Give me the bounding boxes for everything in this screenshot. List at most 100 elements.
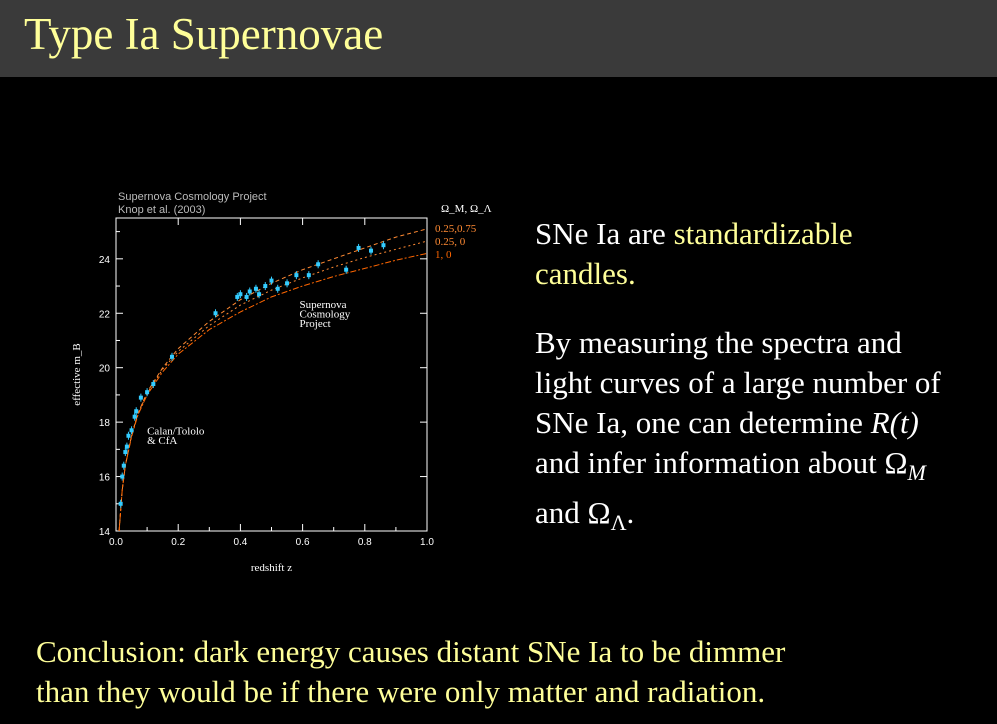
- model-curve-2: [118, 240, 428, 532]
- y-tick-label: 14: [99, 527, 111, 538]
- point-marker: [263, 284, 268, 289]
- point-marker: [356, 245, 361, 250]
- data-point: [257, 290, 262, 299]
- data-point: [263, 282, 268, 291]
- data-point: [123, 448, 128, 457]
- annotation-5: & CfA: [147, 435, 177, 447]
- data-point: [344, 265, 349, 274]
- point-marker: [129, 428, 134, 433]
- text1-plain: SNe Ia are: [535, 216, 674, 251]
- x-tick-label: 0.6: [296, 537, 310, 548]
- point-marker: [369, 248, 374, 253]
- data-point: [269, 276, 274, 285]
- annotation-4: Calan/Tololo: [147, 425, 205, 437]
- annotation-3: Project: [299, 318, 330, 330]
- x-tick-label: 0.0: [109, 537, 123, 548]
- point-marker: [269, 278, 274, 283]
- point-marker: [134, 409, 139, 414]
- x-tick-label: 0.8: [358, 537, 372, 548]
- text2-part4: .: [626, 495, 635, 531]
- data-point: [381, 241, 386, 250]
- x-tick-label: 1.0: [420, 537, 434, 548]
- chart-header-title: Supernova Cosmology Project: [118, 191, 267, 203]
- data-point: [316, 260, 321, 269]
- point-marker: [306, 273, 311, 278]
- text2-sub-m: M: [907, 460, 926, 486]
- point-marker: [344, 267, 349, 272]
- y-axis-label: effective m_B: [71, 343, 83, 405]
- point-marker: [126, 433, 131, 438]
- y-tick-label: 16: [99, 473, 111, 484]
- point-marker: [244, 294, 249, 299]
- title-bar: Type Ia Supernovae: [0, 0, 997, 77]
- data-point: [124, 442, 129, 451]
- conclusion-line2: than they would be if there were only ma…: [36, 674, 766, 709]
- x-tick-label: 0.2: [171, 537, 185, 548]
- model-curve-1: [118, 228, 428, 532]
- data-point: [169, 352, 174, 361]
- conclusion-text: Conclusion: dark energy causes distant S…: [36, 632, 785, 712]
- data-point: [253, 284, 258, 293]
- y-tick-label: 22: [99, 309, 111, 320]
- legend-entry-2: 0.25, 0: [435, 236, 466, 248]
- data-point: [126, 431, 131, 440]
- text2-rt: R(t): [870, 405, 919, 440]
- data-point: [235, 292, 240, 301]
- point-marker: [247, 289, 252, 294]
- point-marker: [253, 286, 258, 291]
- data-point: [238, 290, 243, 299]
- data-point: [294, 271, 299, 280]
- plot-frame: [115, 217, 428, 532]
- point-marker: [285, 281, 290, 286]
- point-marker: [235, 294, 240, 299]
- point-marker: [238, 292, 243, 297]
- point-marker: [118, 501, 123, 506]
- point-marker: [275, 286, 280, 291]
- point-marker: [124, 444, 129, 449]
- legend-entry-1: 0.25,0.75: [435, 223, 477, 235]
- data-point: [134, 407, 139, 416]
- data-point: [145, 388, 150, 397]
- annotation-2: Cosmology: [299, 308, 350, 320]
- point-marker: [120, 474, 125, 479]
- point-marker: [213, 311, 218, 316]
- x-axis-label: redshift z: [251, 562, 292, 574]
- data-point: [356, 243, 361, 252]
- data-point: [132, 412, 137, 421]
- point-marker: [145, 390, 150, 395]
- data-point: [129, 426, 134, 435]
- text2-part1: By measuring the spectra and light curve…: [535, 325, 941, 440]
- data-point: [138, 393, 143, 402]
- data-point: [275, 284, 280, 293]
- data-point: [306, 271, 311, 280]
- x-tick-label: 0.4: [233, 537, 247, 548]
- chart-header-citation: Knop et al. (2003): [118, 204, 205, 216]
- annotation-1: Supernova: [299, 299, 346, 311]
- measurement-text: By measuring the spectra and light curve…: [535, 323, 955, 543]
- model-curve-3: [118, 252, 428, 532]
- data-point: [118, 499, 123, 508]
- legend-entry-3: 1, 0: [435, 249, 452, 261]
- data-point: [120, 472, 125, 481]
- text2-part2: and infer information about Ω: [535, 445, 908, 480]
- legend-title: Ω_M, Ω_Λ: [441, 203, 492, 215]
- point-marker: [132, 414, 137, 419]
- y-tick-label: 18: [99, 418, 111, 429]
- text2-sub-lambda: Λ: [610, 510, 627, 536]
- data-point: [369, 246, 374, 255]
- data-point: [121, 461, 126, 470]
- standard-candles-text: SNe Ia are standardizable candles.: [535, 214, 955, 294]
- conclusion-line1: Conclusion: dark energy causes distant S…: [36, 634, 786, 669]
- data-point: [213, 309, 218, 318]
- data-point: [244, 292, 249, 301]
- point-marker: [381, 243, 386, 248]
- data-point: [247, 287, 252, 296]
- point-marker: [138, 395, 143, 400]
- text2-part3: and Ω: [535, 495, 611, 531]
- point-marker: [169, 354, 174, 359]
- y-tick-label: 20: [99, 364, 111, 375]
- slide-title: Type Ia Supernovae: [24, 9, 384, 59]
- text1-highlight: standardizable candles.: [535, 216, 853, 291]
- data-point: [285, 279, 290, 288]
